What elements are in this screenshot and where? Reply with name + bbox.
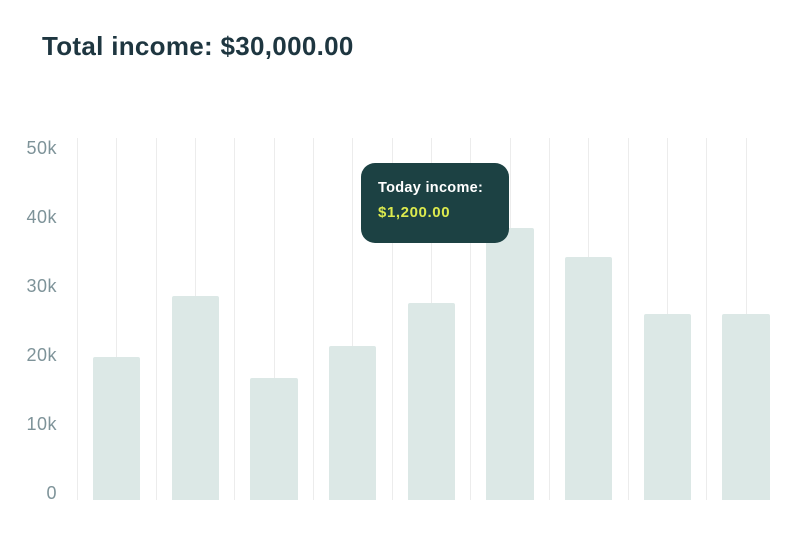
income-bar-6[interactable] [486, 228, 534, 500]
y-tick-40k: 40k [26, 207, 57, 227]
page-title: Total income: $30,000.00 [42, 31, 354, 61]
gridline [706, 138, 708, 500]
income-bar-4[interactable] [328, 346, 377, 500]
y-tick-20k: 20k [26, 345, 57, 365]
gridline [234, 138, 236, 500]
income-bar-2[interactable] [171, 296, 220, 500]
y-tick-10k: 10k [26, 414, 57, 434]
gridline [77, 138, 78, 500]
gridline [391, 138, 393, 500]
gridline [155, 138, 157, 500]
income-bar-7[interactable] [564, 256, 613, 500]
y-tick-30k: 30k [26, 276, 57, 296]
gridline [273, 138, 275, 500]
tooltip-value: $1,200.00 [378, 204, 451, 221]
gridline [627, 138, 629, 500]
y-tick-0: 0 [46, 483, 57, 503]
gridline [548, 138, 550, 500]
income-bar-1[interactable] [92, 357, 141, 500]
income-bar-5[interactable] [407, 303, 456, 500]
income-bar-3[interactable] [250, 378, 298, 500]
y-tick-50k: 50k [26, 138, 57, 158]
chart-tooltip: Today income: $1,200.00 [361, 163, 509, 243]
gridline [470, 138, 472, 500]
gridline [352, 138, 354, 500]
tooltip-label: Today income: [378, 180, 484, 196]
gridline [312, 138, 314, 500]
income-bar-9[interactable] [722, 314, 770, 500]
income-bar-8[interactable] [643, 314, 692, 500]
gridline [116, 138, 118, 500]
